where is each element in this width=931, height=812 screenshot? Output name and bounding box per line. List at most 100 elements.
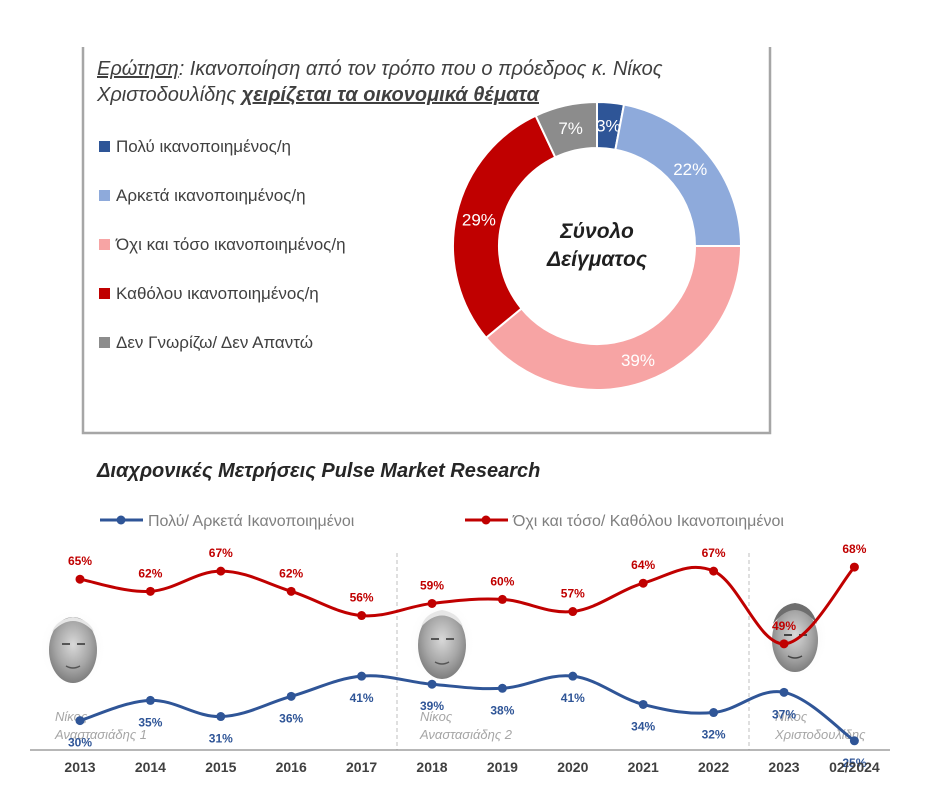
trend-title: Διαχρονικές Μετρήσεις Pulse Market Resea… — [96, 460, 540, 482]
data-label: 38% — [490, 703, 514, 717]
x-tick-label: 2022 — [698, 759, 729, 775]
data-label: 37% — [772, 707, 796, 721]
donut-legend: Πολύ ικανοποιημένος/η Αρκετά ικανοποιημέν… — [99, 137, 346, 352]
data-point — [286, 691, 296, 701]
x-tick-label: 02/2024 — [829, 759, 880, 775]
donut-chart: 3% 22% 39% 29% 7% — [452, 100, 743, 391]
x-tick-label: 2019 — [487, 759, 518, 775]
data-label: 39% — [420, 699, 444, 713]
donut-slice-label: 39% — [621, 351, 655, 370]
data-point — [849, 562, 859, 572]
data-point — [568, 671, 578, 681]
legend-label-blue: Πολύ/ Αρκετά Ικανοποιημένοι — [148, 513, 355, 530]
legend-label: Πολύ ικανοποιημένος/η — [116, 137, 291, 156]
data-label: 35% — [138, 715, 162, 729]
data-label: 62% — [279, 566, 303, 580]
data-point — [709, 566, 719, 576]
x-tick-label: 2015 — [205, 759, 236, 775]
legend-label: Καθόλου ικανοποιημένος/η — [116, 284, 319, 303]
donut-slice — [534, 100, 598, 159]
president-label-2-line-1: Νίκος — [420, 709, 453, 724]
data-point — [145, 586, 155, 596]
legend-label: Δεν Γνωρίζω/ Δεν Απαντώ — [116, 333, 313, 352]
data-label: 25% — [842, 756, 866, 770]
donut-slice — [484, 245, 743, 391]
x-tick-label: 2017 — [346, 759, 377, 775]
legend-swatch — [99, 190, 110, 201]
data-label: 59% — [420, 578, 444, 592]
legend-label-red: Όχι και τόσο/ Καθόλου Ικανοποιημένοι — [512, 513, 784, 530]
x-tick-label: 2016 — [276, 759, 307, 775]
donut-slice-label: 22% — [673, 160, 707, 179]
data-label: 49% — [772, 619, 796, 633]
data-point — [145, 695, 155, 705]
data-point — [709, 708, 719, 718]
portrait-anastasiades-1 — [39, 608, 107, 688]
legend-swatch — [99, 337, 110, 348]
x-tick-label: 2013 — [64, 759, 95, 775]
data-point — [357, 611, 367, 621]
data-point — [568, 607, 578, 617]
data-point — [849, 736, 859, 746]
x-tick-label: 2018 — [416, 759, 447, 775]
x-tick-label: 2014 — [135, 759, 166, 775]
data-label: 30% — [68, 736, 92, 750]
donut-slice-label: 29% — [462, 211, 496, 230]
x-tick-label: 2020 — [557, 759, 588, 775]
donut-slice — [452, 114, 557, 340]
question-line-1: Ερώτηση: Ικανοποίηση από τον τρόπο που ο… — [97, 58, 663, 80]
question-emphasis: χειρίζεται τα οικονομικά θέματα — [240, 84, 541, 106]
data-point — [638, 578, 648, 588]
data-label: 68% — [842, 542, 866, 556]
data-label: 56% — [350, 591, 374, 605]
data-point — [216, 712, 226, 722]
legend-marker-red — [481, 515, 491, 525]
legend-swatch — [99, 288, 110, 299]
data-point — [497, 594, 507, 604]
president-label-2-line-2: Αναστασιάδης 2 — [419, 727, 513, 742]
data-label: 65% — [68, 554, 92, 568]
data-point — [427, 679, 437, 689]
legend-swatch — [99, 239, 110, 250]
data-point — [497, 683, 507, 693]
data-label: 64% — [631, 558, 655, 572]
data-point — [779, 639, 789, 649]
data-label: 41% — [350, 691, 374, 705]
x-tick-label: 2023 — [768, 759, 799, 775]
legend-label: Όχι και τόσο ικανοποιημένος/η — [115, 235, 346, 254]
data-point — [286, 586, 296, 596]
data-label: 41% — [561, 691, 585, 705]
data-point — [216, 566, 226, 576]
donut-center-line-2: Δείγματος — [546, 248, 648, 271]
data-point — [75, 574, 85, 584]
donut-center-line-1: Σύνολο — [559, 220, 634, 243]
trend-line-chart: 30% 35% 31% 36% 41% 39% 38% 41% 34% 32% 37% 25% 65% 6… — [64, 542, 879, 775]
data-label: 32% — [702, 728, 726, 742]
x-tick-label: 2021 — [628, 759, 659, 775]
trend-legend: Πολύ/ Αρκετά Ικανοποιημένοι Όχι και τόσο… — [100, 513, 784, 530]
president-label-3-line-1: Νίκος — [775, 709, 808, 724]
donut-slice-label: 3% — [596, 117, 621, 136]
data-label: 67% — [209, 546, 233, 560]
data-point — [75, 716, 85, 726]
president-label-1-line-2: Αναστασιάδης 1 — [54, 727, 147, 742]
data-label: 67% — [702, 546, 726, 560]
data-label: 36% — [279, 711, 303, 725]
data-point — [638, 699, 648, 709]
data-point — [427, 598, 437, 608]
data-label: 34% — [631, 719, 655, 733]
portrait-christodoulides — [761, 595, 829, 679]
data-point — [779, 687, 789, 697]
data-point — [357, 671, 367, 681]
question-label: Ερώτηση — [97, 58, 179, 80]
data-label: 31% — [209, 732, 233, 746]
portrait-anastasiades-2 — [408, 600, 476, 684]
legend-marker-blue — [116, 515, 126, 525]
data-label: 62% — [138, 566, 162, 580]
donut-slice-label: 7% — [558, 119, 583, 138]
data-label: 57% — [561, 587, 585, 601]
data-label: 60% — [490, 574, 514, 588]
top-panel-border — [81, 47, 772, 435]
